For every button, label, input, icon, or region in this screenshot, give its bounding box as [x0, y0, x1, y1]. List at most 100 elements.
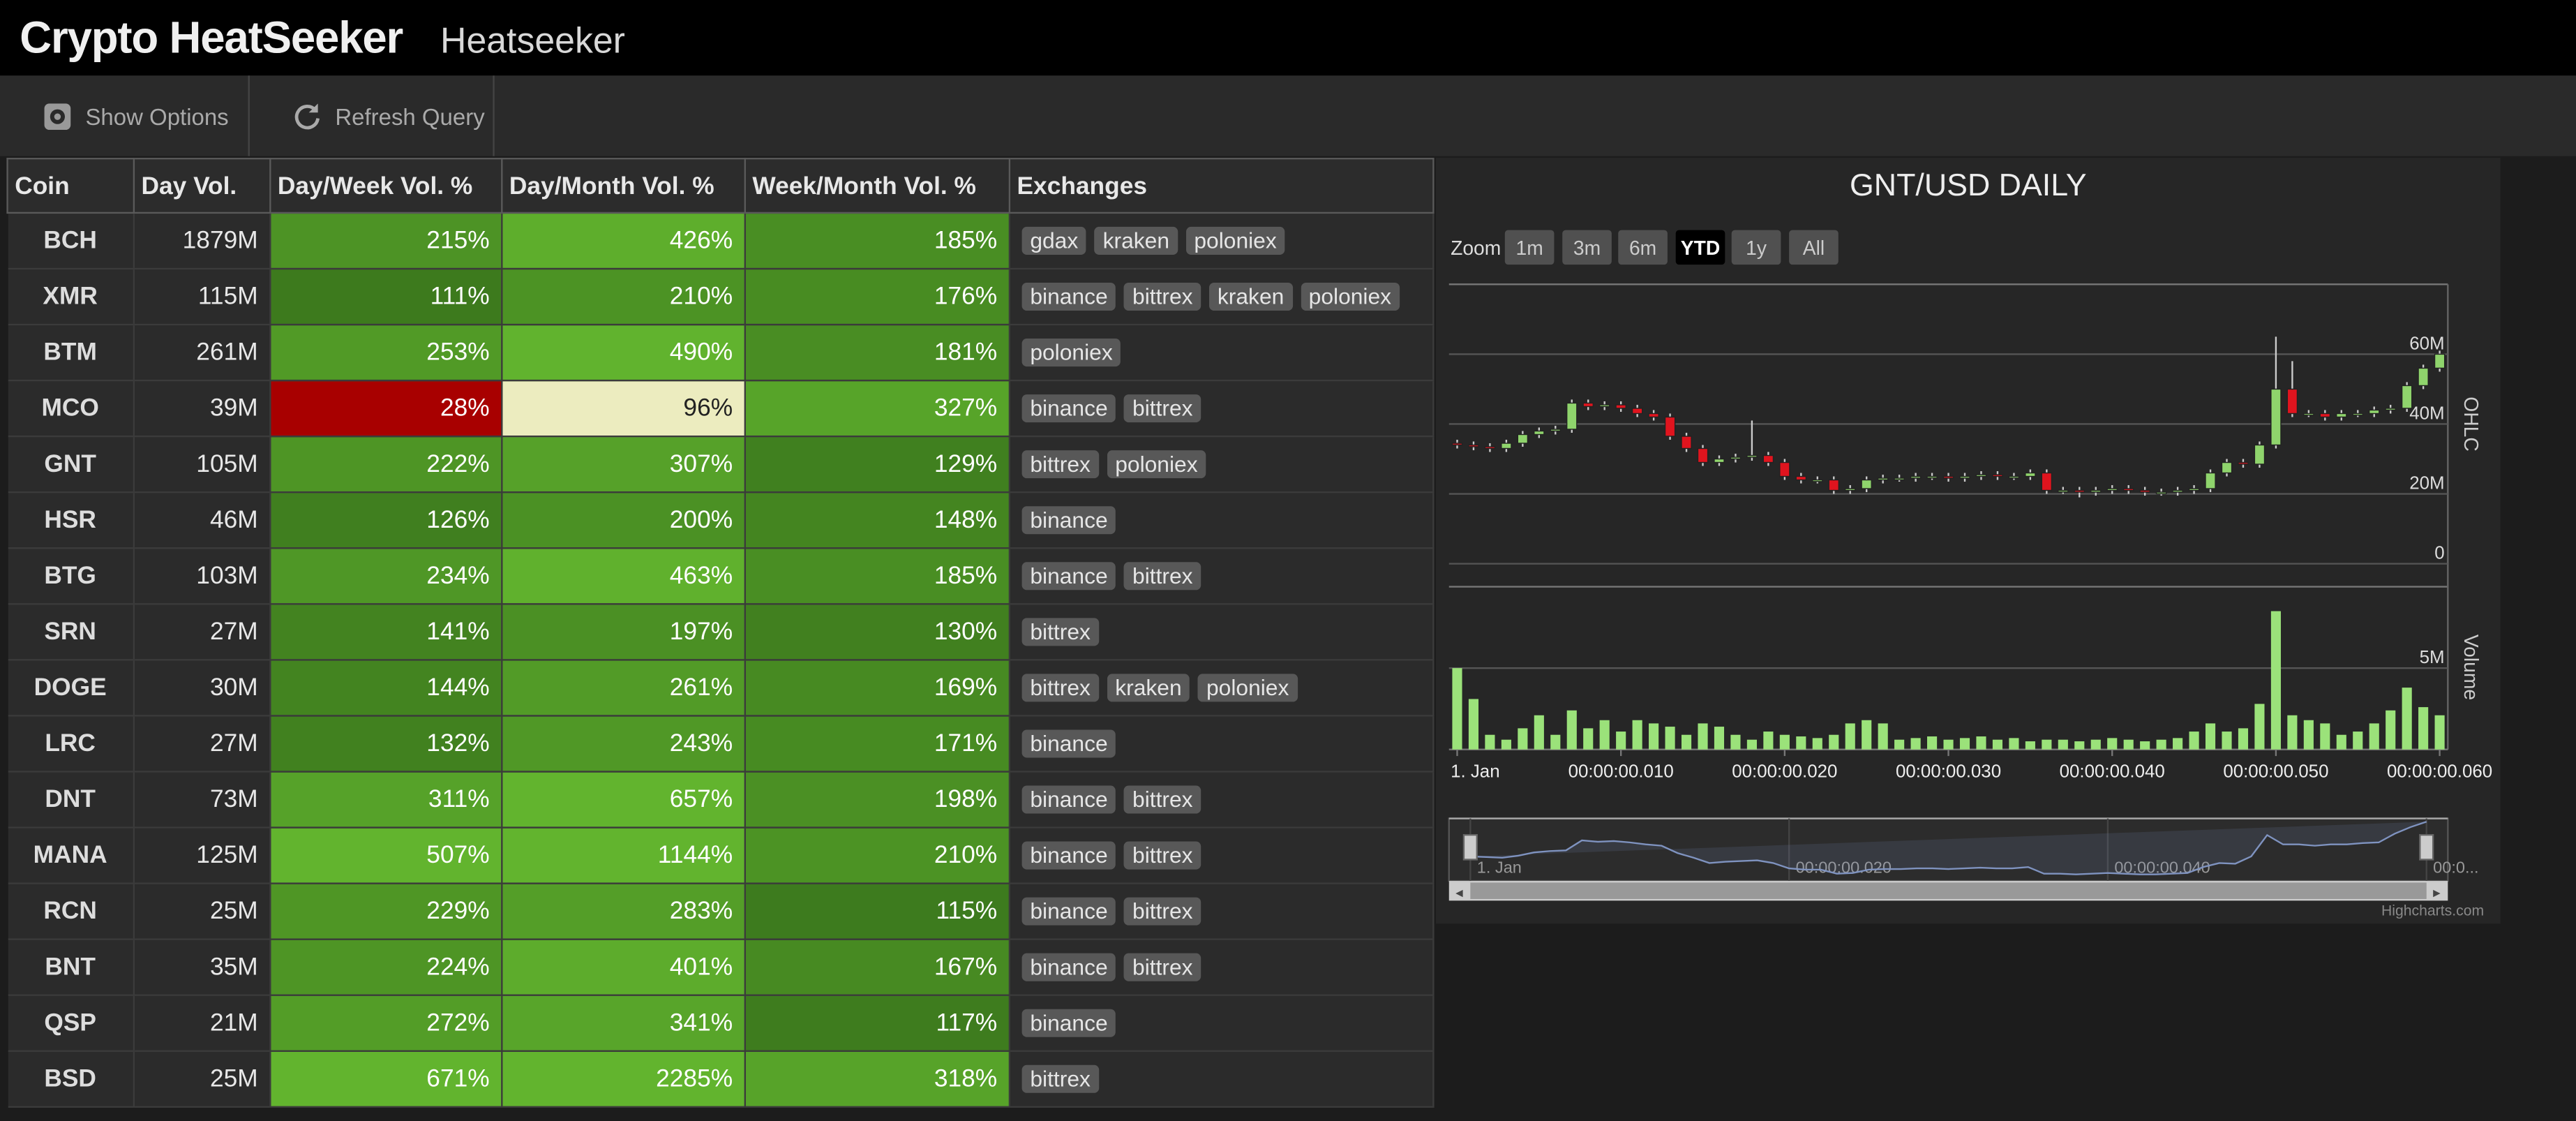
- axis-title: OHLC: [2460, 396, 2483, 452]
- zoom-button[interactable]: [1618, 230, 1668, 265]
- volume-bar: [2140, 741, 2150, 750]
- ratio-cell: 657%: [502, 771, 746, 829]
- exchange-tag: bittrex: [1124, 953, 1201, 981]
- exchange-tag: bittrex: [1124, 562, 1201, 591]
- volume-bar: [1550, 734, 1561, 750]
- candle-body: [2139, 489, 2150, 493]
- coin-cell: QSP: [7, 995, 135, 1052]
- candle-body: [2238, 461, 2249, 465]
- candle-body: [1451, 443, 1463, 446]
- column-header: Exchanges: [1008, 158, 1435, 214]
- volume-bar: [2189, 732, 2199, 750]
- candle-body: [2008, 475, 2020, 479]
- table-row: RCN 25M 229% 283% 115% binance bittrex: [7, 883, 1435, 940]
- volume-bar: [1976, 736, 1986, 750]
- volume-bar: [2336, 734, 2346, 750]
- ratio-cell: 341%: [502, 995, 746, 1052]
- zoom-button[interactable]: [1789, 230, 1839, 265]
- volume-bar: [1665, 727, 1675, 750]
- volume-bar: [1829, 734, 1839, 750]
- exchange-tag: bittrex: [1021, 1064, 1099, 1093]
- candle-body: [2368, 409, 2380, 415]
- exchange-tag: bittrex: [1021, 618, 1099, 646]
- candle-body: [1648, 413, 1659, 418]
- column-header: Day/Week Vol. %: [269, 158, 503, 214]
- refresh-query-button[interactable]: Refresh Query: [250, 75, 495, 156]
- exchange-tag: bittrex: [1124, 785, 1201, 814]
- exchange-tag: poloniex: [1185, 226, 1285, 255]
- navigator-handle[interactable]: [2419, 833, 2434, 861]
- table-row: BNT 35M 224% 401% 167% binance bittrex: [7, 939, 1435, 996]
- volume-bar: [1746, 739, 1757, 750]
- exchanges-cell: binance: [1009, 715, 1435, 773]
- candle-body: [1992, 474, 2003, 477]
- exchanges-cell: poloniex: [1009, 325, 1435, 382]
- candle-body: [2106, 488, 2118, 491]
- volume-bar: [1616, 732, 1626, 750]
- candle-body: [2319, 413, 2331, 418]
- app-subtitle: Heatseeker: [440, 20, 625, 61]
- volume-bar: [1992, 739, 2003, 750]
- ratio-cell: 243%: [502, 715, 746, 773]
- ratio-cell: 117%: [744, 995, 1011, 1052]
- exchange-tag: kraken: [1094, 226, 1178, 255]
- exchanges-cell: binance bittrex: [1009, 380, 1435, 438]
- exchange-tag: bittrex: [1124, 282, 1201, 311]
- header-row: Coin Day Vol. Day/Week Vol. % Day/Month Vol…: [6, 158, 1435, 214]
- table-row: QSP 21M 272% 341% 117% binance: [7, 995, 1435, 1052]
- zoom-button-label: 1y: [1746, 237, 1767, 259]
- coin-cell: MANA: [7, 827, 135, 884]
- volume-bar: [2205, 723, 2216, 750]
- heat-table: Coin Day Vol. Day/Week Vol. % Day/Month Vol…: [6, 158, 1435, 1108]
- candle-body: [2090, 489, 2102, 493]
- button-label: Show Options: [85, 103, 229, 129]
- scrollbar-thumb[interactable]: [1470, 882, 2427, 899]
- volume-bar: [1894, 739, 1905, 750]
- y-tick-label: 40M: [2409, 403, 2444, 423]
- volume-bar: [2090, 739, 2101, 750]
- candle-body: [2155, 491, 2167, 495]
- exchange-tag: binance: [1021, 785, 1116, 814]
- volume-bar: [2270, 611, 2281, 750]
- volume-bar: [2254, 704, 2265, 750]
- candle-body: [1550, 429, 1562, 432]
- volume-bar: [2107, 738, 2118, 750]
- y2-tick-label: 5M: [2420, 648, 2445, 667]
- zoom-button[interactable]: [1504, 230, 1555, 265]
- zoom-button[interactable]: [1562, 230, 1612, 265]
- zoom-button[interactable]: [1731, 230, 1781, 265]
- volume-bar: [1927, 736, 1938, 750]
- ratio-cell: 96%: [502, 380, 746, 438]
- candle-body: [1697, 447, 1709, 463]
- table-row: MCO 39M 28% 96% 327% binance bittrex: [7, 380, 1435, 438]
- navigator-handle[interactable]: [1462, 833, 1478, 861]
- volume-cell: 25M: [133, 1051, 271, 1108]
- show-options-button[interactable]: Show Options: [0, 75, 250, 156]
- coin-cell: HSR: [7, 492, 135, 549]
- candle-body: [1501, 443, 1512, 450]
- candle-body: [2385, 408, 2396, 411]
- ratio-cell: 148%: [744, 492, 1011, 549]
- exchange-tag: binance: [1021, 562, 1116, 591]
- coin-cell: LRC: [7, 715, 135, 773]
- navigator-label: 00:0...: [2433, 858, 2478, 876]
- exchange-tag: binance: [1021, 897, 1116, 926]
- volume-bar: [1943, 739, 1954, 750]
- zoom-button[interactable]: [1675, 230, 1725, 265]
- candle-body: [1894, 477, 1905, 481]
- credits: Highcharts.com: [2381, 903, 2484, 919]
- candle-body: [1631, 408, 1643, 415]
- table-row: BTM 261M 253% 490% 181% poloniex: [7, 325, 1435, 382]
- volume-cell: 30M: [133, 660, 271, 717]
- ratio-cell: 176%: [744, 268, 1011, 326]
- exchange-tag: bittrex: [1021, 674, 1099, 702]
- candle-body: [1828, 479, 1840, 491]
- table-row: GNT 105M 222% 307% 129% bittrex poloniex: [7, 436, 1435, 493]
- scrollbar-arrow: ▸: [2433, 885, 2441, 901]
- candle-body: [1844, 488, 1856, 491]
- volume-bar: [2042, 739, 2052, 750]
- ratio-cell: 222%: [270, 436, 503, 493]
- candle-body: [1730, 456, 1742, 460]
- table-row: MANA 125M 507% 1144% 210% binance bittrex: [7, 827, 1435, 884]
